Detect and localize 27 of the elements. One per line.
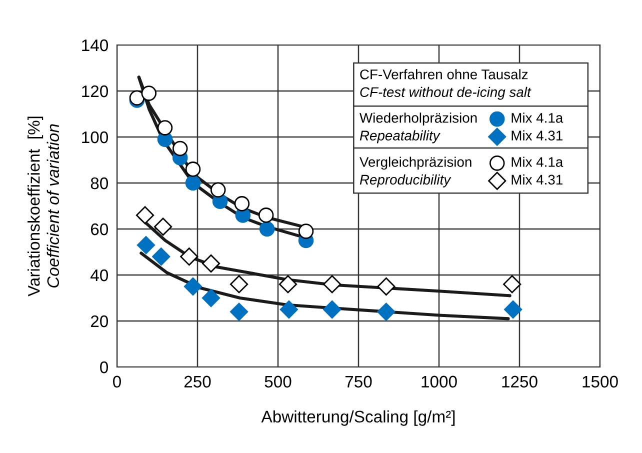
y-tick-label: 40 [90,269,108,282]
annotation: Repeatability [360,130,440,144]
annotation: Wiederholpräzision [360,112,477,126]
y-axis-title: Variationskoeffizient [%] Coefficient of variation [28,116,60,296]
legend-label: Mix 4.1a [512,112,564,123]
y-tick-label: 80 [90,177,108,190]
y-tick-label: 100 [82,131,108,144]
y-tick-label: 0 [100,361,108,374]
x-tick-label: 1500 [582,376,618,388]
x-tick-label: 0 [113,376,121,388]
legend-label: Mix 4.31 [512,130,562,140]
x-tick-label: 1000 [422,376,457,388]
y-tick-label: 20 [90,315,108,328]
legend-label: Mix 4.31 [512,174,562,185]
y-tick-label: 140 [82,39,108,52]
legend-label: Mix 4.1a [512,156,564,167]
x-tick-label: 1250 [502,376,538,388]
annotation: CF-Verfahren ohne Tausalz [360,69,528,80]
x-tick-label: 750 [345,376,372,388]
x-axis-title: Abwitterung/Scaling [g/m²] [261,410,455,426]
y-tick-label: 60 [90,223,108,236]
annotation: Vergleichpräzision [360,156,472,170]
annotation: CF-test without de-icing salt [360,86,532,100]
x-tick-label: 500 [264,376,292,388]
annotation: Reproducibility [360,174,452,188]
x-tick-label: 250 [184,376,211,388]
y-tick-label: 120 [82,85,108,98]
